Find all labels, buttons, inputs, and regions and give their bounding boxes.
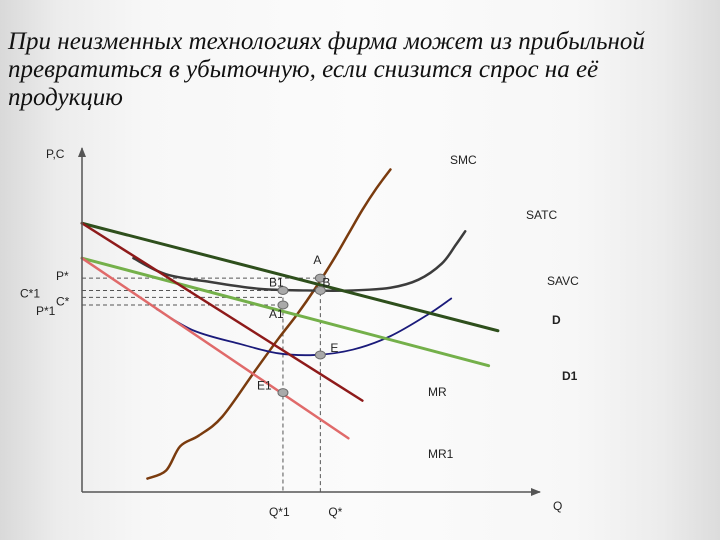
curve-mr1 xyxy=(80,256,350,440)
x-tick-qstar1: Q*1 xyxy=(269,505,290,519)
axes xyxy=(78,147,541,496)
point-label-e1: E1 xyxy=(257,379,272,393)
series-label-savc: SAVC xyxy=(547,274,579,288)
curve-mr xyxy=(80,222,364,402)
point-marker-a1 xyxy=(277,300,289,310)
curve-d xyxy=(80,221,500,333)
point-marker-a xyxy=(314,273,326,283)
point-marker-b1 xyxy=(277,285,289,295)
point-label-a: A xyxy=(313,253,321,267)
series-label-satc: SATC xyxy=(526,208,557,222)
curve-smc xyxy=(146,168,392,480)
point-marker-b xyxy=(314,285,326,295)
point-marker-e xyxy=(314,350,326,360)
series-label-d: D xyxy=(552,313,561,327)
x-tick-qstar: Q* xyxy=(328,505,342,519)
point-label-b: B xyxy=(322,275,330,289)
point-label-b1: B1 xyxy=(269,275,284,289)
y-tick-pstar: P* xyxy=(56,269,69,283)
point-marker-e1 xyxy=(277,388,289,398)
series-label-d1: D1 xyxy=(562,369,578,383)
guide-lines xyxy=(82,277,321,492)
x-axis-label: Q xyxy=(553,499,562,513)
y-axis-label: P,C xyxy=(46,147,65,161)
point-label-a1: A1 xyxy=(269,307,284,321)
point-label-e: E xyxy=(330,341,338,355)
series-label-smc: SMC xyxy=(450,153,477,167)
labels: P,C Q SMC SATC SAVC D D1 MR MR1 A B1 B A1 E E1 P* C*1 C*P… xyxy=(20,147,579,519)
curves xyxy=(80,168,500,480)
points xyxy=(277,273,326,398)
curve-satc xyxy=(132,230,467,292)
curve-d1 xyxy=(80,256,491,368)
y-tick-cstar: C* xyxy=(56,294,70,308)
y-tick-pstar1: P*1 xyxy=(36,304,56,318)
series-label-mr: MR xyxy=(428,385,447,399)
slide-title: При неизменных технологиях фирма может и… xyxy=(8,28,645,111)
series-label-mr1: MR1 xyxy=(428,447,454,461)
y-tick-cstar1: C*1 xyxy=(20,286,40,300)
